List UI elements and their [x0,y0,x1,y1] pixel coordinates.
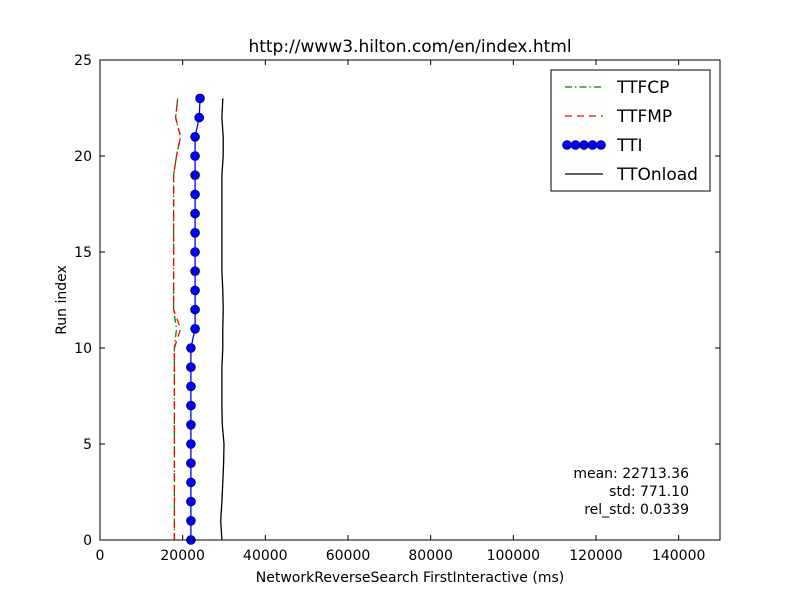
series-point-tti [190,323,200,334]
x-tick-label: 120000 [569,548,622,564]
x-tick-label: 80000 [408,548,453,564]
x-tick-label: 60000 [326,548,371,564]
series-point-tti [186,400,196,411]
series-point-tti [190,132,200,142]
y-tick-label: 0 [83,533,92,549]
series-point-tti [186,496,196,507]
y-tick-label: 5 [83,437,92,453]
legend-marker-tti [596,140,606,150]
x-axis-label: NetworkReverseSearch FirstInteractive (m… [256,570,564,586]
series-point-tti [186,439,196,449]
legend-label-tti: TTI [616,136,642,156]
series-point-tti [190,228,200,238]
series-point-tti [190,304,200,315]
y-tick-label: 10 [74,341,92,357]
series-point-tti [190,189,200,200]
chart-title: http://www3.hilton.com/en/index.html [248,37,571,57]
series-point-tti [190,170,200,180]
legend-marker-tti [579,140,589,150]
y-tick-label: 20 [74,149,92,165]
series-point-tti [195,93,205,104]
series-point-tti [186,419,196,430]
plot-frame [99,59,721,541]
x-tick-label: 40000 [243,548,288,564]
legend-marker-tti [562,140,572,150]
series-point-tti [186,515,196,526]
y-tick-label: 15 [74,245,92,261]
legend: TTFCP TTFMP TTI TTOnload [550,69,711,192]
stats-mean: mean: 22713.36 [573,466,689,482]
axes-layer: 0 20000 40000 60000 80000 100000 120000 140000 0… [74,53,721,564]
series-point-tti [186,477,196,488]
legend-box [550,69,711,192]
series-point-tti [186,343,196,353]
legend-marker-tti [570,140,581,150]
series-point-tti [190,208,200,219]
series-point-tti [186,362,196,373]
legend-label-ttfmp: TTFMP [616,107,672,127]
series-point-tti [190,285,200,296]
series-point-tti [186,458,196,469]
y-axis-label: Run index [54,265,70,335]
stats-box: mean: 22713.36 std: 771.10 rel_std: 0.03… [573,466,689,518]
stats-std: std: 771.10 [609,484,689,500]
y-tick-label: 25 [74,53,92,69]
stats-rel-std: rel_std: 0.0339 [584,502,689,518]
x-tick-label: 140000 [652,548,705,564]
series-line-ttfmp [172,98,182,540]
series-point-tti [190,266,200,277]
legend-label-ttfcp: TTFCP [616,78,669,98]
legend-marker-tti [587,140,598,150]
legend-label-ttonload: TTOnload [616,165,698,185]
series-line-ttonload [220,98,225,541]
plot-series-layer [172,93,225,545]
x-tick-label: 20000 [160,548,205,564]
series-point-tti [190,247,200,257]
series-point-tti [190,151,200,161]
x-tick-label: 0 [96,548,105,564]
series-point-tti [194,112,204,123]
x-tick-label: 100000 [487,548,540,564]
series-point-tti [186,381,196,392]
